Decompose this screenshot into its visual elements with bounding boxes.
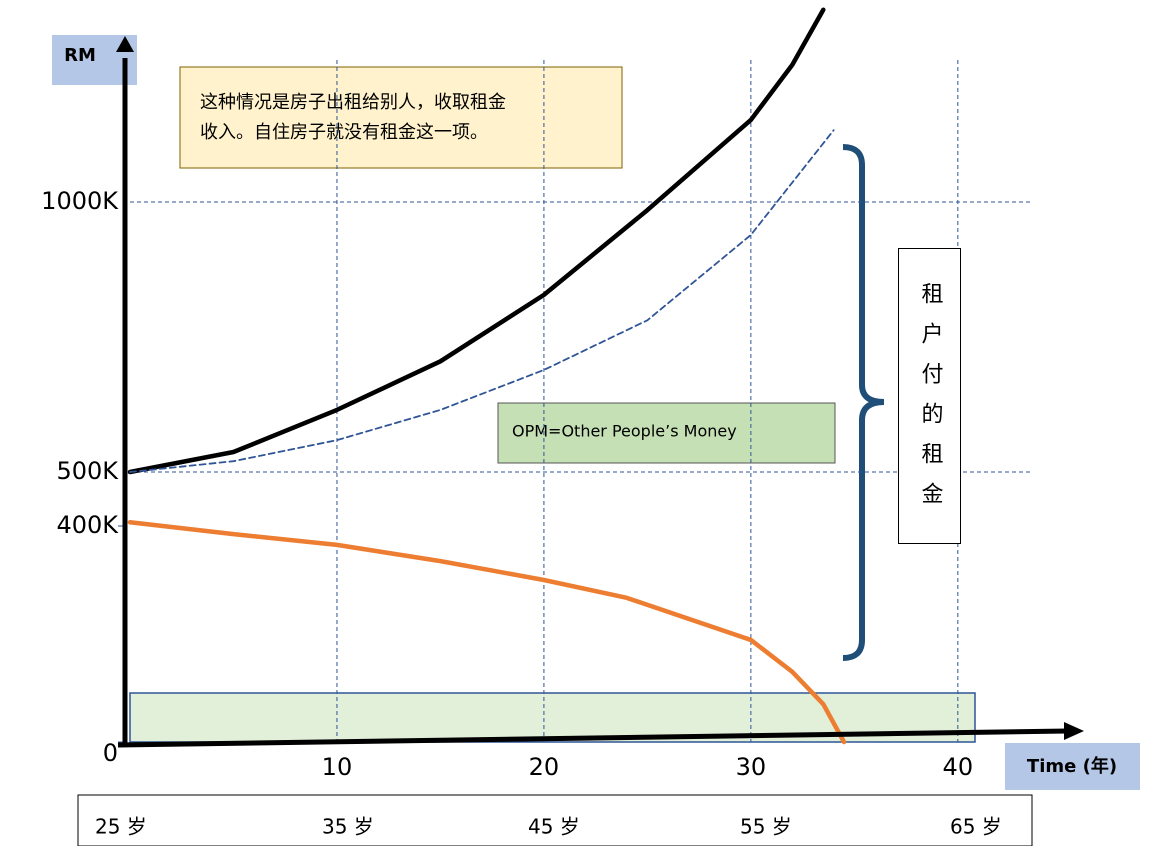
age-row (77, 794, 1033, 846)
age-label: 25 岁 (95, 815, 147, 839)
x-arrow (1064, 722, 1084, 740)
annotation: 这种情况是房子出租给别人，收取租金 (200, 92, 506, 113)
y-tick-label: 400K (56, 511, 119, 539)
x-tick-label: 20 (529, 753, 560, 781)
y-axis-label: RM (64, 45, 96, 66)
line (129, 129, 835, 473)
brace-label: 租户付的租金 (898, 248, 961, 544)
opm-box (497, 402, 836, 464)
y-arrow (116, 36, 134, 52)
annotation: 收入。自住房子就没有租金这一项。 (200, 122, 488, 143)
y-tick-label: 0 (103, 739, 118, 767)
x-tick-label: 30 (736, 753, 767, 781)
line (127, 7, 826, 475)
age-label: 35 岁 (322, 815, 374, 839)
x-axis-label: Time (年) (1027, 755, 1117, 777)
y-tick-label: 1000K (41, 187, 119, 215)
age-label: 65 岁 (950, 815, 1002, 839)
age-label: 45 岁 (528, 815, 580, 839)
age-label: 55 岁 (740, 815, 792, 839)
x-axis (117, 728, 1069, 748)
x-label-box (1005, 743, 1140, 790)
plot: 0 400K 500K 1000K 10 20 30 40 25 岁 35 岁 45 岁 55 岁 65… (41, 7, 1030, 839)
brace (842, 144, 885, 661)
y-tick-label: 500K (56, 457, 119, 485)
x-tick-label: 40 (943, 753, 974, 781)
annotation-box (179, 66, 623, 169)
opm-label: OPM=Other People’s Money (512, 422, 737, 441)
line (127, 519, 847, 745)
x-tick-label: 10 (322, 753, 353, 781)
